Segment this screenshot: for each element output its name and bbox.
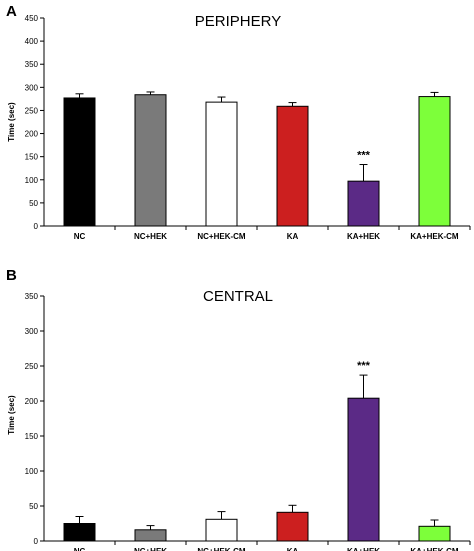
panel-b-bar (134, 529, 167, 542)
panel-b-y-tick-label: 0 (34, 537, 39, 546)
panel-a-y-tick-label: 0 (34, 222, 39, 231)
panel-a-bar (134, 94, 167, 227)
panel-a-category-label: KA (287, 232, 299, 241)
panel-b-significance-marker: *** (357, 360, 371, 372)
panel-a-y-tick-label: 200 (25, 130, 39, 139)
panel-a-category-label: KA+HEK (347, 232, 380, 241)
panel-a-y-tick-label: 50 (29, 199, 38, 208)
panel-a-y-tick-label: 450 (25, 14, 39, 23)
panel-a-category-label: NC+HEK (134, 232, 167, 241)
panel-b-plot-area: 0 50 100 150 200 250 300 350 NC NC+HEK NC+HEK-CM KA… (25, 292, 471, 551)
panel-b-category-label: KA (287, 547, 299, 551)
panel-a-periphery: A PERIPHERY Time (sec) 0 50 100 150 200 250 30… (6, 3, 471, 241)
panel-b-y-tick-label: 350 (25, 292, 39, 301)
panel-a-bar (347, 180, 380, 227)
panel-a-y-tick-label: 150 (25, 153, 39, 162)
panel-b-category-label: NC+HEK-CM (197, 547, 246, 551)
panel-a-plot-area: 0 50 100 150 200 250 300 350 400 450 NC NC+HEK NC+HE… (25, 14, 471, 241)
panel-b-y-tick-label: 200 (25, 397, 39, 406)
panel-b-bar (347, 397, 380, 542)
panel-b-y-tick-label: 100 (25, 467, 39, 476)
panel-b-bar (63, 523, 96, 542)
panel-b-y-tick-label: 300 (25, 327, 39, 336)
panel-a-letter: A (6, 3, 17, 20)
panel-a-significance-marker: *** (357, 150, 371, 162)
panel-b-ylabel: Time (sec) (7, 395, 16, 435)
panel-a-category-label: NC+HEK-CM (197, 232, 246, 241)
panel-b-bar (418, 525, 451, 542)
panel-b-category-label: KA+HEK (347, 547, 380, 551)
panel-a-y-tick-label: 250 (25, 106, 39, 115)
panel-a-y-tick-label: 350 (25, 60, 39, 69)
panel-a-y-tick-label: 400 (25, 37, 39, 46)
panel-b-letter: B (6, 267, 17, 284)
panel-b-y-tick-label: 150 (25, 432, 39, 441)
panel-a-title: PERIPHERY (195, 13, 281, 30)
panel-a-y-tick-label: 300 (25, 83, 39, 92)
panel-b-bar (205, 518, 238, 542)
panel-a-category-label: NC (74, 232, 86, 241)
panel-b-category-label: NC+HEK (134, 547, 167, 551)
panel-b-category-label: KA+HEK-CM (410, 547, 459, 551)
panel-b-category-label: NC (74, 547, 86, 551)
panel-b-bar (276, 511, 309, 542)
panel-a-ylabel: Time (sec) (7, 102, 16, 142)
panel-b-y-tick-label: 250 (25, 362, 39, 371)
panel-b-y-tick-label: 50 (29, 502, 38, 511)
panel-b-title: CENTRAL (203, 288, 273, 305)
panel-a-bar (276, 105, 309, 227)
panel-a-bar (418, 96, 451, 227)
panel-a-category-label: KA+HEK-CM (410, 232, 459, 241)
panel-a-bar (63, 97, 96, 227)
panel-b-central: B CENTRAL Time (sec) 0 50 100 150 200 250 300 3… (6, 267, 471, 551)
panel-a-y-tick-label: 100 (25, 176, 39, 185)
panel-a-bar (205, 101, 238, 227)
